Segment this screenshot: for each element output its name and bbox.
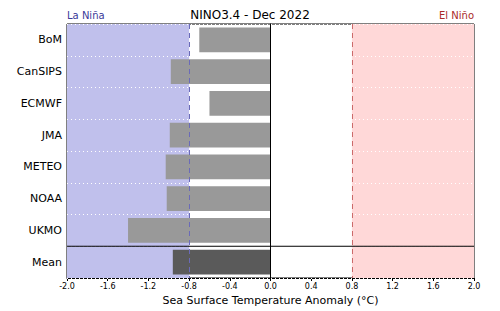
svg-text:-2.0: -2.0 [59, 282, 75, 291]
svg-text:1.6: 1.6 [427, 282, 440, 291]
svg-text:1.2: 1.2 [386, 282, 399, 291]
svg-text:La Niña: La Niña [67, 10, 105, 21]
svg-text:El Niño: El Niño [439, 10, 474, 21]
svg-text:-0.4: -0.4 [222, 282, 238, 291]
svg-text:NOAA: NOAA [30, 192, 63, 205]
svg-text:JMA: JMA [41, 129, 63, 142]
svg-text:BoM: BoM [38, 33, 62, 46]
svg-text:Sea Surface Temperature Anomal: Sea Surface Temperature Anomaly (°C) [162, 294, 378, 307]
svg-text:-1.6: -1.6 [100, 282, 116, 291]
svg-text:UKMO: UKMO [29, 224, 63, 237]
svg-text:Mean: Mean [32, 256, 62, 269]
svg-text:NINO3.4 - Dec 2022: NINO3.4 - Dec 2022 [190, 8, 310, 22]
svg-text:0.4: 0.4 [305, 282, 318, 291]
svg-text:-0.8: -0.8 [181, 282, 197, 291]
svg-text:-1.2: -1.2 [141, 282, 157, 291]
svg-text:0.0: 0.0 [264, 282, 277, 291]
svg-text:ECMWF: ECMWF [21, 97, 62, 110]
svg-text:METEO: METEO [23, 160, 62, 173]
svg-text:0.8: 0.8 [346, 282, 359, 291]
svg-text:CanSIPS: CanSIPS [17, 65, 62, 78]
svg-text:2.0: 2.0 [468, 282, 481, 291]
